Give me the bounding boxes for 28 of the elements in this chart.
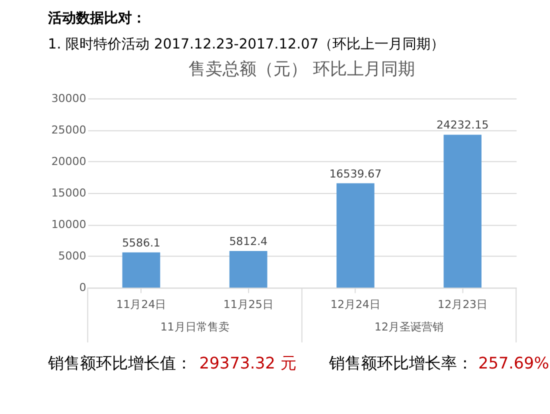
data-label: 5586.1 [122,236,160,250]
data-label: 24232.15 [436,118,489,132]
y-tick-label: 20000 [51,154,86,168]
text: 257.69% [478,353,550,372]
y-tick-label: 15000 [51,186,86,200]
x-tick-label: 12月24日 [330,298,380,312]
y-tick-label: 30000 [51,92,86,105]
text: 12月圣诞营销 [374,320,444,334]
text: 销售额环比增长值： [46,353,192,372]
text: 29373.32 元 [199,353,296,372]
text: 1. 限时特价活动 2017.12.23-2017.12.07（环比上一月同期） [48,36,445,53]
bar [122,252,160,288]
bar [229,250,268,288]
data-label: 16539.67 [329,167,382,180]
bar [336,183,374,288]
text: 11月日常售卖 [160,320,230,334]
y-tick-label: 5000 [58,250,86,263]
text: 销售额环比增长率： [328,353,473,372]
data-label: 5812.4 [229,234,268,248]
y-tick-label: 0 [79,281,86,294]
bar [444,134,482,288]
x-tick-label: 12月23日 [438,298,488,312]
chart-title: 售卖总额（元） 环比上月同期 [188,58,416,78]
x-tick-label: 11月24日 [116,298,166,312]
y-tick-label: 25000 [51,123,86,136]
x-tick-label: 11月25日 [223,298,274,312]
y-tick-label: 10000 [51,218,86,232]
text: 活动数据比对： [46,10,146,27]
